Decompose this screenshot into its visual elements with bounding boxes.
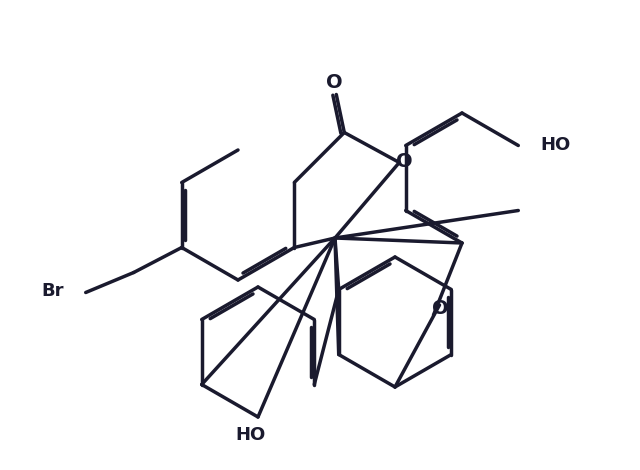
Text: Br: Br [41,282,64,300]
Text: HO: HO [235,426,265,444]
Text: O: O [396,152,413,171]
Text: O: O [326,73,342,92]
Text: HO: HO [540,135,570,154]
Text: O: O [432,299,449,319]
